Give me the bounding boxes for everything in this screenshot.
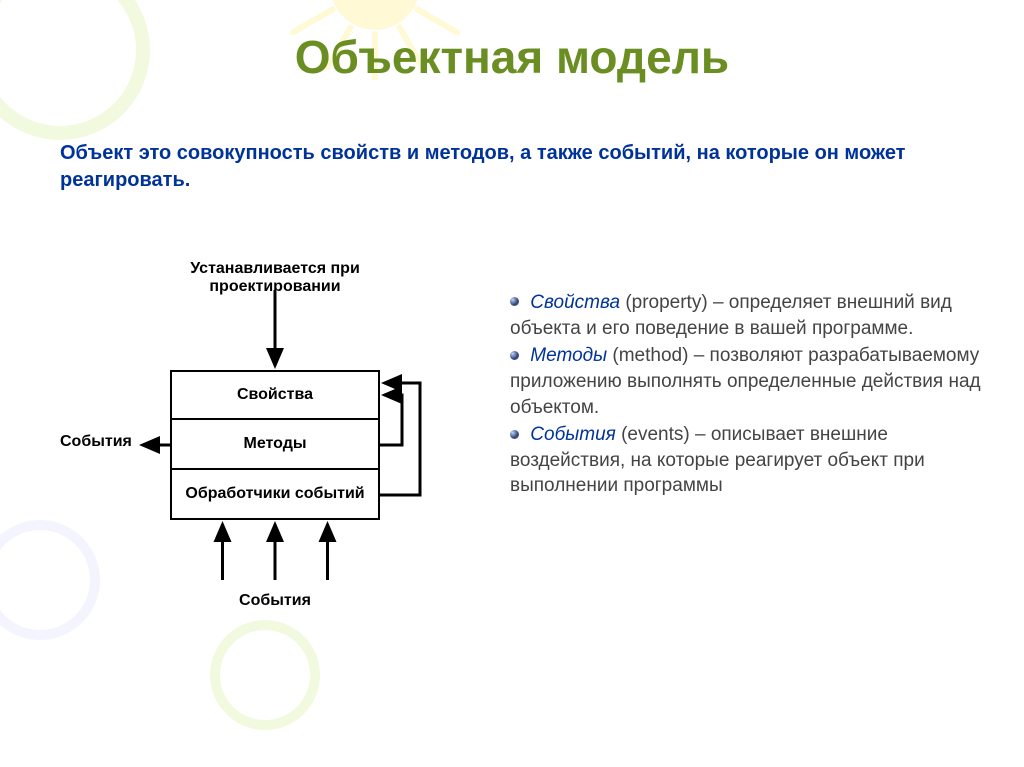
diagram-row-0: Свойства [170,370,380,420]
diagram-row-2: Обработчики событий [170,470,380,520]
definition-item-1: Методы (method) – позволяют разрабатывае… [510,343,984,420]
definition-item-2: События (events) – описывает внешние воз… [510,422,984,499]
bullet-icon [510,430,519,439]
definition-paren: (events) [621,424,690,445]
definition-term: Методы [525,345,612,366]
definition-item-0: Свойства (property) – определяет внешний… [510,290,984,341]
diagram-left-label: События [60,433,132,451]
object-model-diagram: Устанавливается при проектировании Событ… [60,260,460,640]
definition-term: Свойства [525,292,625,313]
slide-subtitle: Объект это совокупность свойств и методо… [60,140,964,194]
definitions-list: Свойства (property) – определяет внешний… [510,290,984,501]
bullet-icon [510,351,519,360]
slide-title: Объектная модель [0,30,1024,84]
definition-paren: (property) [625,292,707,313]
definition-term: События [525,424,621,445]
diagram-top-label: Устанавливается при проектировании [150,260,400,296]
diagram-bottom-label: События [170,592,380,610]
diagram-row-1: Методы [170,420,380,470]
bullet-icon [510,297,519,306]
definition-paren: (method) [612,345,688,366]
